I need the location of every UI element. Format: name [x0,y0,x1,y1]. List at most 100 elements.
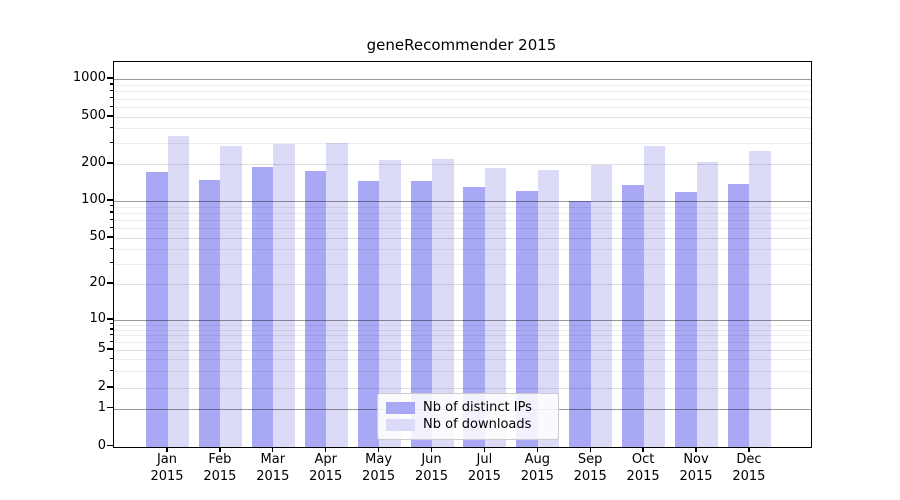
bar-mar-distinct-ips [251,167,274,447]
y-tick-mark-10 [107,318,113,320]
bar-oct-distinct-ips [622,185,644,447]
x-tick-label-dec: Dec 2015 [732,452,766,484]
x-tick-label-sep: Sep 2015 [573,452,607,484]
x-tick-label-may: May 2015 [362,452,396,484]
bar-jun-distinct-ips [410,181,432,447]
y-minor-tick-mark-60 [109,226,113,229]
y-minor-tick-mark-400 [109,126,113,129]
y-minor-tick-mark-30 [109,262,113,264]
bar-jul-distinct-ips [463,187,485,447]
bar-may-distinct-ips [357,180,380,447]
bar-may-downloads [379,159,401,447]
gridline-60 [114,228,811,230]
bar-sep-downloads [590,164,613,447]
gridline-8 [114,329,811,331]
y-tick-mark-20 [107,282,113,284]
gridline-20 [114,284,811,285]
gridline-800 [114,91,811,93]
y-tick-label-20: 20 [89,275,106,290]
x-tick-label-apr: Apr 2015 [309,452,343,484]
legend-label-distinct-ips: Nb of distinct IPs [423,400,532,415]
bar-apr-downloads [326,142,348,447]
y-minor-tick-mark-80 [109,211,113,213]
x-tick-mark-jan [166,447,168,452]
gridline-2 [114,388,811,389]
bar-dec-downloads [749,150,771,447]
legend-row-distinct-ips: Nb of distinct IPs [386,399,550,416]
y-tick-mark-1000 [107,77,113,79]
x-tick-mark-aug [536,447,538,452]
y-tick-label-1000: 1000 [72,70,106,85]
gridline-4 [114,359,811,361]
x-tick-label-jan: Jan 2015 [150,452,184,484]
y-minor-tick-mark-600 [109,105,113,107]
gridline-9 [114,324,811,326]
y-minor-tick-mark-40 [109,247,113,250]
y-tick-mark-500 [107,115,113,117]
gridline-90 [114,206,811,208]
y-minor-tick-mark-6 [109,340,113,342]
y-tick-label-2: 2 [97,379,106,394]
x-tick-label-jul: Jul 2015 [467,452,501,484]
bar-jan-downloads [167,136,189,447]
gridline-100 [114,201,811,202]
y-tick-label-10: 10 [89,311,106,326]
x-tick-label-mar: Mar 2015 [256,452,290,484]
x-tick-mark-may [377,447,380,452]
bar-oct-downloads [643,146,666,447]
bar-aug-downloads [537,170,560,447]
gridline-3 [114,371,811,373]
y-tick-label-1: 1 [97,399,106,415]
x-tick-mark-oct [642,447,644,452]
y-tick-label-100: 100 [81,192,106,207]
bar-apr-distinct-ips [304,170,327,447]
y-minor-tick-mark-300 [109,141,113,144]
y-tick-mark-2 [107,386,113,388]
legend-swatch-distinct-ips [386,401,415,414]
x-tick-mark-jun [430,447,433,452]
y-tick-mark-1 [107,406,113,409]
plot-area: Nb of distinct IPs Nb of downloads [113,61,812,448]
bar-nov-downloads [696,162,718,447]
x-tick-mark-nov [695,447,697,452]
gridline-1000 [114,79,811,80]
bar-feb-downloads [220,145,242,447]
gridline-200 [114,164,811,165]
bar-mar-downloads [273,143,295,447]
y-minor-tick-mark-4 [109,357,113,360]
y-minor-tick-mark-90 [109,205,113,207]
y-minor-tick-mark-700 [109,97,113,99]
y-minor-tick-mark-7 [109,333,113,336]
y-minor-tick-mark-70 [109,218,113,220]
gridline-80 [114,212,811,214]
y-minor-tick-mark-8 [109,328,113,330]
y-minor-tick-mark-900 [109,83,113,85]
gridline-600 [114,107,811,108]
gridline-5 [114,350,811,351]
bar-jul-downloads [484,167,507,447]
bar-dec-distinct-ips [727,184,750,447]
gridline-900 [114,84,811,86]
y-minor-tick-mark-800 [109,89,113,92]
y-tick-mark-5 [107,348,113,350]
y-tick-label-200: 200 [81,155,106,170]
y-tick-mark-100 [107,199,113,201]
y-tick-label-50: 50 [89,229,106,244]
gridline-700 [114,98,811,100]
bar-jun-downloads [432,159,454,447]
gridline-6 [114,342,811,344]
legend-row-downloads: Nb of downloads [386,416,550,433]
x-tick-label-aug: Aug 2015 [520,452,554,484]
gridline-70 [114,220,811,221]
x-tick-mark-mar [272,447,274,452]
y-minor-tick-mark-9 [109,323,113,325]
x-tick-label-oct: Oct 2015 [626,452,660,484]
y-minor-tick-mark-3 [109,369,113,372]
gridline-10 [114,320,811,321]
x-tick-mark-dec [748,447,750,452]
y-tick-label-500: 500 [81,108,106,123]
gridline-300 [114,143,811,145]
y-tick-mark-200 [107,162,113,164]
bar-aug-distinct-ips [516,190,538,447]
